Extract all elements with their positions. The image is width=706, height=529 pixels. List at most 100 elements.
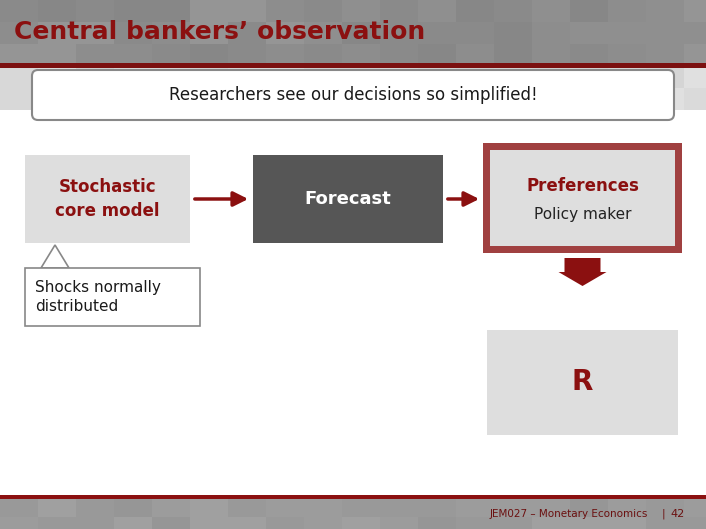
Bar — [494, 22, 532, 44]
Bar — [228, 66, 266, 88]
Bar — [304, 88, 342, 110]
Bar — [418, 88, 456, 110]
Bar — [38, 0, 76, 22]
Bar — [646, 22, 684, 44]
FancyBboxPatch shape — [32, 70, 674, 120]
Bar — [418, 44, 456, 66]
Bar — [494, 517, 532, 529]
Text: Policy maker: Policy maker — [534, 207, 631, 222]
Bar — [266, 495, 304, 517]
Bar — [380, 66, 418, 88]
Bar — [76, 88, 114, 110]
Bar — [684, 88, 706, 110]
Bar — [114, 22, 152, 44]
Bar — [456, 517, 494, 529]
Bar — [646, 44, 684, 66]
Bar — [76, 0, 114, 22]
Bar — [152, 22, 190, 44]
Bar — [380, 22, 418, 44]
Bar — [494, 44, 532, 66]
Bar — [304, 66, 342, 88]
Bar — [228, 517, 266, 529]
Bar — [266, 88, 304, 110]
Bar — [152, 495, 190, 517]
Bar — [487, 330, 678, 435]
Bar — [228, 22, 266, 44]
Bar — [190, 66, 228, 88]
Bar — [25, 155, 190, 243]
Bar — [342, 0, 380, 22]
Bar — [570, 0, 608, 22]
Bar — [228, 88, 266, 110]
Bar — [114, 495, 152, 517]
Bar — [0, 495, 706, 499]
Bar — [570, 44, 608, 66]
Bar — [456, 0, 494, 22]
Bar — [570, 495, 608, 517]
Text: Forecast: Forecast — [304, 190, 391, 208]
Text: R: R — [572, 369, 593, 397]
Bar — [190, 517, 228, 529]
Bar — [570, 517, 608, 529]
Bar — [418, 22, 456, 44]
Bar — [570, 88, 608, 110]
Bar — [684, 44, 706, 66]
Bar — [380, 88, 418, 110]
Bar — [608, 495, 646, 517]
Bar — [304, 495, 342, 517]
Bar — [266, 517, 304, 529]
Bar — [0, 495, 38, 517]
Bar — [304, 0, 342, 22]
Bar — [380, 44, 418, 66]
Bar — [684, 0, 706, 22]
Bar — [76, 495, 114, 517]
Bar — [190, 22, 228, 44]
Bar — [190, 44, 228, 66]
Bar — [38, 44, 76, 66]
Bar — [456, 495, 494, 517]
Bar — [494, 88, 532, 110]
Bar — [190, 495, 228, 517]
Bar — [0, 517, 38, 529]
Bar — [570, 66, 608, 88]
Bar — [76, 66, 114, 88]
Polygon shape — [558, 258, 606, 286]
Bar — [152, 517, 190, 529]
Bar — [646, 88, 684, 110]
Bar — [0, 66, 38, 88]
Text: Researchers see our decisions so simplified!: Researchers see our decisions so simplif… — [169, 86, 537, 104]
Bar — [190, 88, 228, 110]
Bar — [494, 66, 532, 88]
Bar — [253, 155, 443, 243]
Bar — [646, 495, 684, 517]
Text: Central bankers’ observation: Central bankers’ observation — [14, 20, 425, 44]
Bar — [380, 517, 418, 529]
Text: Stochastic
core model: Stochastic core model — [55, 178, 160, 220]
Bar — [114, 66, 152, 88]
Bar — [38, 517, 76, 529]
Bar — [114, 44, 152, 66]
Bar — [0, 495, 706, 529]
Bar — [380, 495, 418, 517]
Bar — [490, 150, 675, 246]
Bar — [646, 0, 684, 22]
Bar — [228, 0, 266, 22]
Bar — [684, 22, 706, 44]
Text: |: | — [662, 509, 665, 519]
Bar — [0, 0, 706, 68]
Bar — [342, 22, 380, 44]
Bar — [0, 22, 38, 44]
Bar — [0, 0, 38, 22]
Bar — [0, 44, 38, 66]
Bar — [38, 66, 76, 88]
Bar — [38, 88, 76, 110]
Bar — [532, 88, 570, 110]
Bar — [608, 22, 646, 44]
Bar — [266, 44, 304, 66]
Text: JEM027 – Monetary Economics: JEM027 – Monetary Economics — [490, 509, 648, 519]
Bar — [38, 22, 76, 44]
Bar — [646, 517, 684, 529]
Bar — [684, 495, 706, 517]
Bar — [418, 0, 456, 22]
Bar — [532, 0, 570, 22]
